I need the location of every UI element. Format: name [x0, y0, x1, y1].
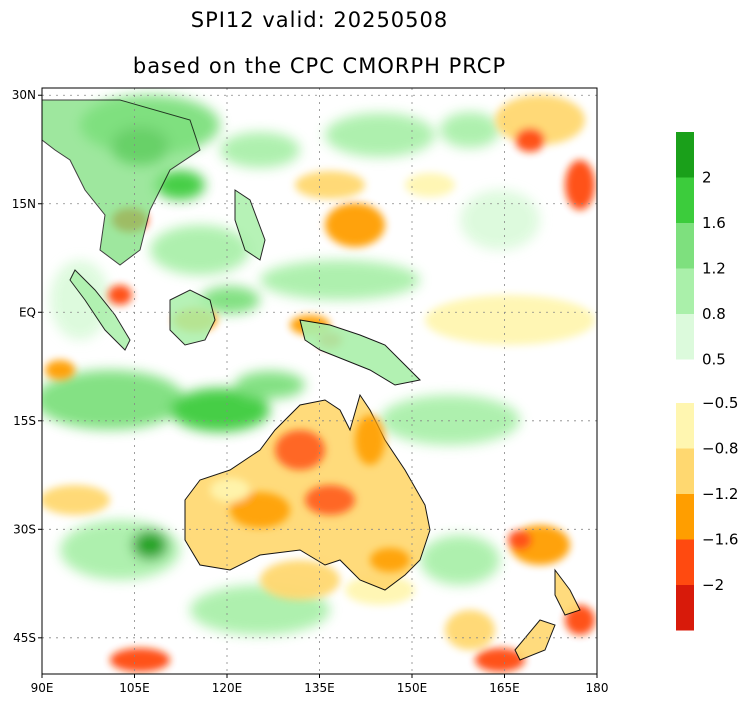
legend-swatch — [676, 403, 694, 449]
lon-tick-label: 165E — [489, 681, 520, 695]
lon-tick-label: 90E — [31, 681, 54, 695]
axis-ticks: 90E 105E 120E 135E 150E 165E 180 30N 15N EQ 15S 30S… — [12, 88, 609, 695]
lon-tick-label: 135E — [304, 681, 335, 695]
lon-tick-label: 150E — [397, 681, 428, 695]
lat-tick-label: EQ — [19, 305, 36, 319]
graticule — [42, 88, 597, 674]
map-title: SPI12 valid: 20250508 — [190, 8, 449, 32]
legend-swatch — [676, 539, 694, 585]
legend-label: 0.8 — [702, 305, 726, 323]
legend-label: −0.8 — [702, 440, 738, 458]
legend-swatch — [676, 448, 694, 494]
lon-tick-label: 105E — [119, 681, 150, 695]
legend-swatch — [676, 132, 694, 178]
map-subtitle: based on the CPC CMORPH PRCP — [132, 54, 507, 78]
legend-swatch — [676, 494, 694, 540]
lat-tick-label: 45S — [13, 631, 36, 645]
legend-label: −2 — [702, 576, 724, 594]
legend-swatch — [676, 585, 694, 631]
legend-label: −1.2 — [702, 485, 738, 503]
legend-swatch — [676, 223, 694, 269]
legend-label: 1.2 — [702, 260, 726, 278]
legend-label: −0.5 — [702, 394, 738, 412]
lon-tick-label: 120E — [212, 681, 243, 695]
lon-tick-label: 180 — [586, 681, 609, 695]
lat-tick-label: 30N — [12, 88, 36, 102]
legend-label: 0.5 — [702, 351, 726, 369]
legend-swatch — [676, 314, 694, 360]
precip-field — [42, 88, 597, 674]
legend-label: −1.6 — [702, 531, 738, 549]
new-guinea-shape — [299, 319, 422, 386]
legend-swatch — [676, 177, 694, 223]
legend-label: 2 — [702, 169, 712, 187]
lat-tick-label: 15S — [13, 414, 36, 428]
legend-swatch — [676, 268, 694, 314]
lat-tick-label: 15N — [12, 197, 36, 211]
legend-label: 1.6 — [702, 214, 726, 232]
color-legend: 2 1.6 1.2 0.8 0.5 −0.5 −0.8 −1.2 −1.6 −2 — [676, 132, 738, 631]
lat-tick-label: 30S — [13, 522, 36, 536]
